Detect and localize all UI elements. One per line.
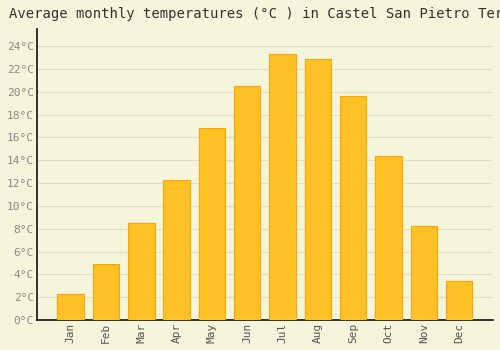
Bar (164, 180, 190, 320)
Bar (340, 96, 366, 320)
Bar (234, 86, 260, 320)
Bar (375, 156, 402, 320)
Bar (270, 54, 296, 320)
Bar (93, 264, 120, 320)
Bar (446, 281, 472, 320)
Title: Average monthly temperatures (°C ) in Castel San Pietro Terme: Average monthly temperatures (°C ) in Ca… (10, 7, 500, 21)
Bar (58, 294, 84, 320)
Bar (304, 59, 331, 320)
Bar (128, 223, 154, 320)
Bar (410, 226, 437, 320)
Bar (198, 128, 225, 320)
